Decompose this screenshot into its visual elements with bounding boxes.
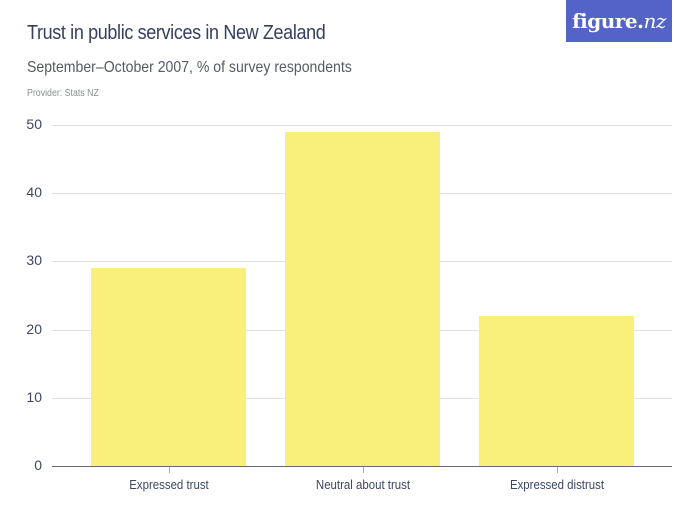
- y-tick-label: 20: [26, 321, 42, 337]
- y-tick-label: 30: [26, 252, 42, 268]
- x-category-label: Neutral about trust: [315, 477, 411, 492]
- y-tick-label: 40: [26, 184, 42, 200]
- y-tick-label: 10: [26, 389, 42, 405]
- logo-suffix: nz: [643, 9, 667, 33]
- x-axis-line: [52, 466, 672, 467]
- x-tick: [557, 467, 558, 473]
- x-category-label: Expressed distrust: [509, 477, 605, 492]
- figure-nz-logo[interactable]: figure. nz: [566, 0, 672, 42]
- chart-subtitle: September–October 2007, % of survey resp…: [27, 59, 352, 76]
- bar-expressed-distrust[interactable]: [479, 316, 634, 466]
- chart-title: Trust in public services in New Zealand: [27, 22, 326, 44]
- gridline: [52, 125, 672, 126]
- logo-text: figure.: [572, 9, 644, 33]
- bar-expressed-trust[interactable]: [91, 268, 246, 466]
- x-category-label: Expressed trust: [129, 477, 209, 492]
- x-tick: [169, 467, 170, 473]
- bar-neutral-about-trust[interactable]: [285, 132, 440, 466]
- x-tick: [363, 467, 364, 473]
- provider-note: Provider: Stats NZ: [27, 88, 99, 99]
- y-tick-label: 50: [26, 116, 42, 132]
- y-tick-label: 0: [34, 457, 42, 473]
